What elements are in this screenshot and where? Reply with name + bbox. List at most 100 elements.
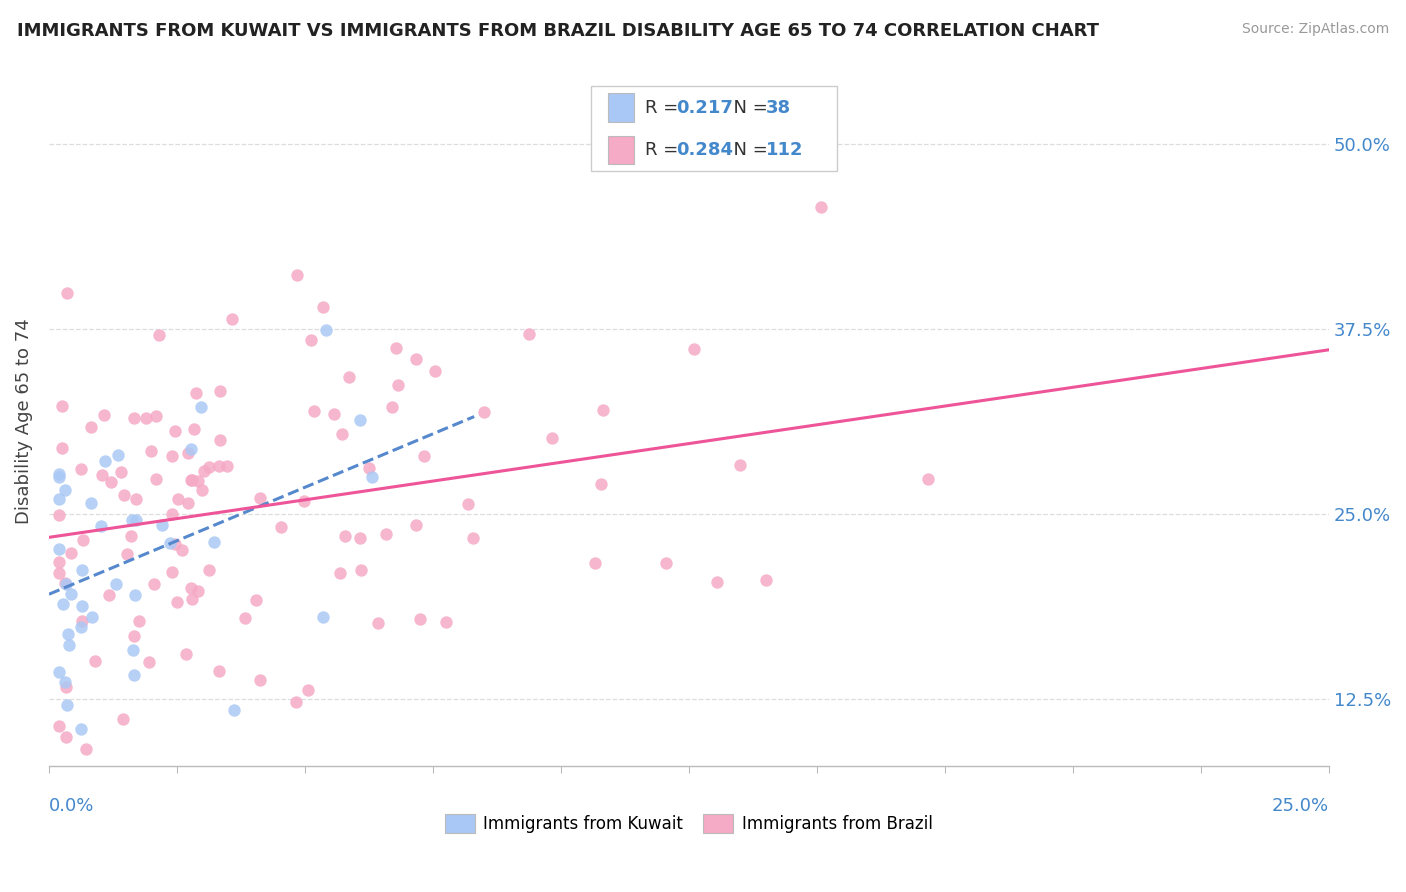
Point: [198, 460, 221, 475]
Point: [117, 547, 139, 561]
Point: [202, 535, 225, 549]
Point: [72, 599, 94, 614]
Text: IMMIGRANTS FROM KUWAIT VS IMMIGRANTS FROM BRAZIL DISABILITY AGE 65 TO 74 CORRELA: IMMIGRANTS FROM KUWAIT VS IMMIGRANTS FRO…: [17, 22, 1099, 40]
Text: 0.0%: 0.0%: [49, 797, 94, 814]
Point: [82, 610, 104, 624]
Point: [183, 421, 205, 435]
Point: [142, 577, 165, 591]
Point: [174, 647, 197, 661]
Text: 0.217: 0.217: [676, 98, 733, 117]
Point: [148, 327, 170, 342]
Point: [375, 527, 398, 541]
Point: [48, 566, 70, 581]
Point: [810, 200, 832, 214]
Point: [180, 442, 202, 457]
Point: [145, 472, 167, 486]
Point: [70, 614, 93, 628]
Point: [112, 712, 135, 726]
Y-axis label: Disability Age 65 to 74: Disability Age 65 to 74: [15, 318, 32, 524]
Point: [517, 326, 540, 341]
Point: [176, 445, 198, 459]
Text: 38: 38: [766, 98, 792, 117]
Point: [917, 472, 939, 486]
Point: [104, 577, 127, 591]
Point: [285, 268, 308, 282]
Point: [409, 612, 432, 626]
Point: [367, 616, 389, 631]
Point: [706, 574, 728, 589]
Point: [70, 462, 93, 476]
Point: [107, 448, 129, 462]
Point: [337, 370, 360, 384]
Point: [180, 581, 202, 595]
Point: [472, 405, 495, 419]
Point: [654, 556, 676, 570]
Point: [55, 680, 77, 694]
Point: [405, 351, 427, 366]
Point: [53, 483, 76, 497]
Point: [190, 400, 212, 414]
Point: [72, 563, 94, 577]
Point: [128, 614, 150, 628]
Point: [385, 341, 408, 355]
Point: [112, 488, 135, 502]
Point: [51, 441, 73, 455]
Point: [186, 386, 208, 401]
Point: [79, 420, 101, 434]
Text: R =: R =: [645, 141, 683, 159]
Point: [55, 577, 77, 591]
Text: R =: R =: [645, 98, 683, 117]
Point: [755, 573, 778, 587]
Point: [221, 312, 243, 326]
Point: [357, 461, 380, 475]
Point: [51, 399, 73, 413]
Text: Source: ZipAtlas.com: Source: ZipAtlas.com: [1241, 22, 1389, 37]
Point: [83, 654, 105, 668]
Point: [413, 449, 436, 463]
Point: [208, 433, 231, 447]
Point: [299, 333, 322, 347]
Point: [166, 595, 188, 609]
Point: [208, 664, 231, 678]
Point: [69, 620, 91, 634]
Point: [75, 741, 97, 756]
Text: 25.0%: 25.0%: [1271, 797, 1329, 814]
Point: [53, 575, 76, 590]
Point: [48, 508, 70, 523]
Point: [434, 615, 457, 630]
Point: [249, 673, 271, 687]
Point: [163, 424, 186, 438]
Point: [330, 426, 353, 441]
Point: [177, 496, 200, 510]
Point: [423, 364, 446, 378]
Point: [162, 449, 184, 463]
Point: [125, 512, 148, 526]
Point: [139, 444, 162, 458]
Point: [350, 563, 373, 577]
Point: [53, 674, 76, 689]
Point: [56, 627, 79, 641]
Point: [48, 467, 70, 482]
Point: [233, 611, 256, 625]
Point: [94, 453, 117, 467]
Point: [284, 695, 307, 709]
Point: [122, 410, 145, 425]
Point: [592, 403, 614, 417]
Point: [100, 475, 122, 489]
Point: [208, 459, 231, 474]
Point: [80, 496, 103, 510]
Point: [135, 411, 157, 425]
Text: 0.284: 0.284: [676, 141, 733, 159]
Point: [405, 518, 427, 533]
Point: [48, 555, 70, 569]
Point: [197, 563, 219, 577]
Point: [122, 643, 145, 657]
Point: [90, 519, 112, 533]
Point: [58, 638, 80, 652]
Point: [682, 342, 704, 356]
Point: [329, 566, 352, 580]
Point: [52, 597, 75, 611]
Point: [209, 384, 232, 398]
Point: [540, 432, 562, 446]
Point: [193, 465, 215, 479]
